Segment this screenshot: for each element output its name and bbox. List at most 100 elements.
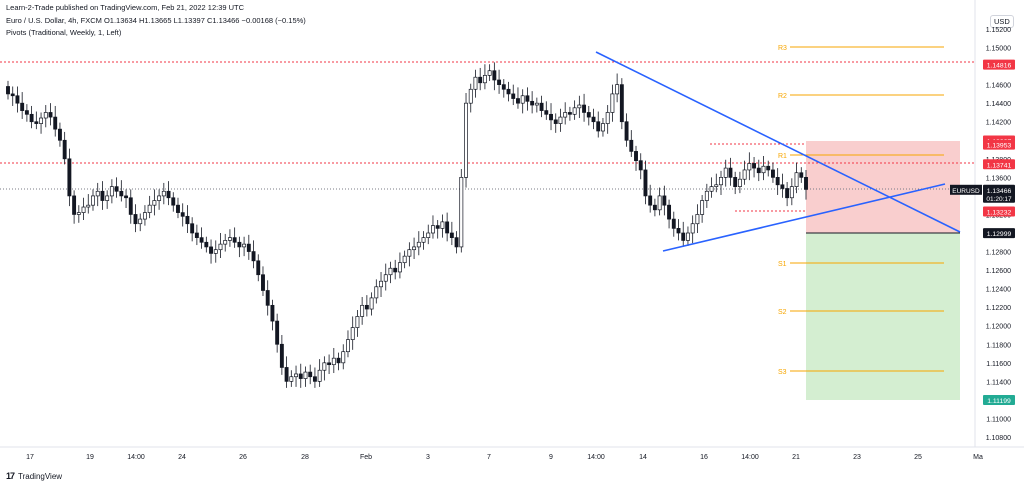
- candle: [615, 73, 620, 103]
- pivot-levels: R3 R2 R1 S1 S2 S3: [778, 45, 944, 376]
- candle: [761, 156, 766, 181]
- candle: [619, 78, 624, 130]
- candle: [355, 309, 360, 337]
- candle: [582, 93, 587, 122]
- currency-button[interactable]: USD: [990, 15, 1014, 28]
- candle: [341, 344, 346, 370]
- candle: [303, 366, 308, 387]
- candle: [242, 236, 247, 257]
- svg-text:1.12999: 1.12999: [987, 231, 1012, 238]
- candle: [275, 313, 280, 353]
- candle: [563, 102, 568, 125]
- candle: [312, 367, 317, 388]
- price-tick-label: 1.11400: [986, 379, 1011, 386]
- pivot-label: S2: [778, 309, 787, 316]
- candle: [190, 217, 195, 242]
- candle: [379, 271, 383, 297]
- candle: [100, 181, 105, 210]
- candle: [714, 173, 719, 193]
- indicator-legend[interactable]: Pivots (Traditional, Weekly, 1, Left): [6, 28, 122, 37]
- candle: [223, 233, 228, 252]
- price-level-badge: 1.14816: [983, 59, 1015, 70]
- candle: [525, 87, 530, 111]
- candle: [577, 95, 582, 119]
- time-tick-label: 25: [914, 454, 922, 461]
- candle: [459, 169, 464, 253]
- time-tick-label: 17: [26, 454, 34, 461]
- price-level-labels: 1.148161.139971.139531.137411.132321.129…: [950, 59, 1015, 406]
- candle: [284, 356, 289, 388]
- candle: [227, 229, 232, 247]
- candle: [733, 171, 738, 195]
- candle: [62, 131, 67, 165]
- take-profit-zone[interactable]: [806, 233, 960, 400]
- candle: [147, 195, 152, 219]
- descending-trendline[interactable]: [595, 51, 961, 233]
- candle: [138, 213, 143, 232]
- candle: [76, 205, 81, 223]
- candle: [6, 80, 10, 100]
- candle: [402, 250, 407, 269]
- candle: [520, 89, 525, 114]
- time-axis[interactable]: 17 19 14:00 24 26 28 Feb 3 7 9 14:00 14 16 14:00 21 23 2…: [26, 454, 983, 461]
- candle: [501, 79, 506, 98]
- time-tick-label: 14:00: [587, 454, 605, 461]
- ascending-trendline[interactable]: [662, 183, 946, 252]
- candle: [737, 171, 742, 194]
- candle: [742, 160, 747, 185]
- price-level-badge: 1.13953: [983, 139, 1015, 150]
- price-tick-label: 1.15000: [986, 46, 1011, 53]
- time-tick-label: 14: [639, 454, 647, 461]
- footer: 17 TradingView: [6, 469, 62, 483]
- candle: [251, 240, 256, 269]
- candle: [534, 97, 539, 113]
- candle: [194, 224, 199, 246]
- price-tick-label: 1.12400: [986, 287, 1011, 294]
- candle: [119, 180, 124, 202]
- candle: [270, 299, 275, 331]
- candle: [676, 219, 681, 241]
- candle: [180, 203, 185, 227]
- candle: [775, 168, 780, 195]
- candle: [445, 212, 450, 242]
- tradingview-logo-icon: 17: [6, 471, 15, 481]
- candle: [553, 113, 558, 133]
- candle: [48, 103, 53, 126]
- pivot-label: S1: [778, 261, 787, 268]
- svg-text:EURUSD: EURUSD: [952, 188, 980, 195]
- candle: [393, 259, 398, 280]
- candle: [161, 182, 166, 205]
- candle: [770, 162, 775, 183]
- time-tick-label: 14:00: [127, 454, 145, 461]
- candle: [544, 101, 549, 120]
- candle: [218, 233, 223, 259]
- candle: [610, 84, 615, 122]
- time-tick-label: 16: [700, 454, 708, 461]
- candle: [747, 152, 752, 181]
- candle: [667, 199, 672, 229]
- candle: [756, 159, 761, 182]
- time-tick-label: 23: [853, 454, 861, 461]
- candle: [478, 67, 483, 91]
- candle: [204, 236, 209, 253]
- symbol-info-line[interactable]: Euro / U.S. Dollar, 4h, FXCM O1.13634 H1…: [6, 16, 306, 25]
- candle: [530, 91, 535, 114]
- candle: [72, 190, 77, 224]
- candle: [95, 182, 100, 207]
- price-tick-label: 1.14200: [986, 120, 1011, 127]
- price-level-badge: 1.13741: [983, 159, 1015, 170]
- candle: [709, 177, 714, 198]
- candle: [29, 105, 34, 129]
- candle: [539, 95, 544, 118]
- candle: [671, 211, 676, 237]
- price-level-badge: 1.13232: [983, 206, 1015, 217]
- candle: [86, 194, 91, 214]
- candle: [487, 64, 492, 81]
- candle: [601, 118, 605, 137]
- candle: [176, 197, 180, 219]
- candle: [397, 252, 402, 279]
- candle: [133, 204, 138, 233]
- pivot-label: R1: [778, 153, 787, 160]
- time-tick-label: 9: [549, 454, 553, 461]
